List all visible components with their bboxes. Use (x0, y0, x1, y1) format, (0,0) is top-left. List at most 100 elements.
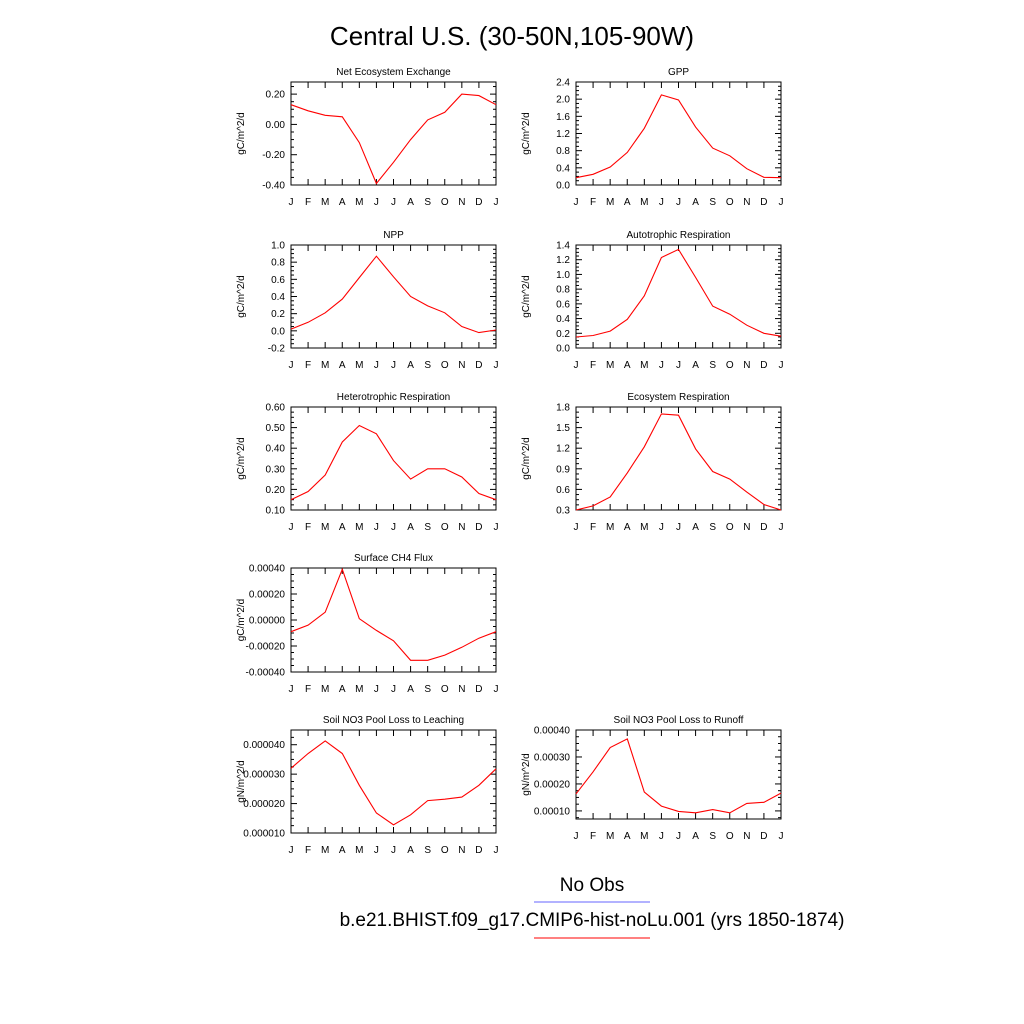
y-tick-label: 0.000040 (243, 740, 285, 751)
x-tick-label: J (374, 360, 379, 371)
plot-frame (290, 406, 497, 511)
series-line (290, 93, 497, 185)
x-tick-label: M (640, 522, 648, 533)
panel-title: Soil NO3 Pool Loss to Runoff (614, 715, 744, 726)
y-tick-label: 0.3 (556, 506, 570, 517)
y-tick-label: 0.000010 (243, 829, 285, 840)
x-tick-label: F (590, 831, 596, 842)
y-tick-label: -0.00040 (246, 668, 286, 679)
y-axis-label: gC/m^2/d (521, 275, 532, 318)
y-tick-label: 0.0 (556, 344, 570, 355)
x-tick-label: J (574, 197, 579, 208)
x-tick-label: S (424, 197, 431, 208)
x-tick-label: N (743, 831, 750, 842)
y-tick-label: 0.9 (556, 464, 570, 475)
x-tick-label: J (289, 845, 294, 856)
x-tick-label: D (760, 522, 767, 533)
y-tick-label: 0.2 (271, 309, 285, 320)
x-tick-label: N (743, 522, 750, 533)
y-axis-label: gC/m^2/d (236, 112, 247, 155)
x-tick-label: J (289, 684, 294, 695)
y-tick-label: 0.00040 (249, 564, 286, 575)
x-tick-label: D (475, 845, 482, 856)
y-tick-label: 0.6 (556, 485, 570, 496)
series-line (290, 740, 497, 826)
x-tick-label: S (424, 684, 431, 695)
x-tick-label: M (606, 360, 614, 371)
panel-title: Ecosystem Respiration (627, 392, 729, 403)
x-tick-label: A (407, 845, 414, 856)
y-tick-label: 1.6 (556, 112, 570, 123)
panel-9: Soil NO3 Pool Loss to RunoffgN/m^2/d0.00… (521, 715, 784, 842)
y-tick-label: 0.00020 (249, 590, 286, 601)
x-tick-label: J (494, 522, 499, 533)
y-tick-label: 0.20 (266, 90, 286, 101)
x-tick-label: O (726, 831, 734, 842)
x-tick-label: A (624, 360, 631, 371)
legend-label-model: b.e21.BHIST.f09_g17.CMIP6-hist-noLu.001 … (340, 910, 845, 931)
y-tick-label: 1.5 (556, 423, 570, 434)
x-tick-label: J (574, 522, 579, 533)
y-tick-label: 2.0 (556, 95, 570, 106)
y-tick-label: 0.30 (266, 464, 286, 475)
x-tick-label: J (374, 522, 379, 533)
x-tick-label: J (494, 845, 499, 856)
y-tick-label: 0.2 (556, 329, 570, 340)
x-tick-label: J (659, 522, 664, 533)
x-tick-label: F (590, 522, 596, 533)
x-tick-label: M (321, 845, 329, 856)
y-tick-label: 0.00000 (249, 616, 286, 627)
plot-frame (290, 81, 497, 186)
x-tick-label: M (355, 522, 363, 533)
x-tick-label: O (441, 197, 449, 208)
x-tick-label: M (606, 522, 614, 533)
series-line (575, 738, 782, 814)
x-tick-label: A (692, 197, 699, 208)
y-tick-label: 0.0 (271, 326, 285, 337)
x-tick-label: M (355, 684, 363, 695)
x-tick-label: J (659, 197, 664, 208)
x-tick-label: M (355, 845, 363, 856)
x-tick-label: J (574, 360, 579, 371)
legend: No Obs b.e21.BHIST.f09_g17.CMIP6-hist-no… (340, 875, 845, 939)
x-tick-label: J (374, 197, 379, 208)
figure-title: Central U.S. (30-50N,105-90W) (330, 21, 694, 51)
x-tick-label: M (606, 831, 614, 842)
x-tick-label: J (676, 522, 681, 533)
x-tick-label: O (441, 845, 449, 856)
x-tick-label: M (355, 197, 363, 208)
y-tick-label: 0.4 (556, 163, 570, 174)
y-tick-label: 0.6 (556, 299, 570, 310)
x-tick-label: A (339, 684, 346, 695)
y-axis-label: gC/m^2/d (236, 275, 247, 318)
x-tick-label: J (779, 197, 784, 208)
x-tick-label: J (289, 522, 294, 533)
y-tick-label: 2.4 (556, 78, 570, 89)
x-tick-label: N (458, 197, 465, 208)
x-tick-label: N (458, 845, 465, 856)
plot-frame (575, 729, 782, 820)
y-tick-label: 0.20 (266, 485, 286, 496)
x-tick-label: D (475, 360, 482, 371)
x-tick-label: J (374, 845, 379, 856)
x-tick-label: S (709, 522, 716, 533)
y-tick-label: 0.8 (556, 146, 570, 157)
y-tick-label: 1.4 (556, 241, 570, 252)
x-tick-label: A (407, 684, 414, 695)
x-tick-label: A (624, 831, 631, 842)
x-tick-label: F (305, 684, 311, 695)
x-tick-label: M (321, 360, 329, 371)
x-tick-label: A (624, 197, 631, 208)
panel-title: GPP (668, 67, 689, 78)
x-tick-label: J (391, 522, 396, 533)
x-tick-label: M (640, 360, 648, 371)
x-tick-label: D (760, 197, 767, 208)
x-tick-label: O (726, 522, 734, 533)
x-tick-label: N (458, 522, 465, 533)
x-tick-label: N (743, 360, 750, 371)
x-tick-label: M (606, 197, 614, 208)
x-tick-label: J (289, 360, 294, 371)
y-axis-label: gC/m^2/d (521, 112, 532, 155)
y-tick-label: 0.8 (271, 258, 285, 269)
